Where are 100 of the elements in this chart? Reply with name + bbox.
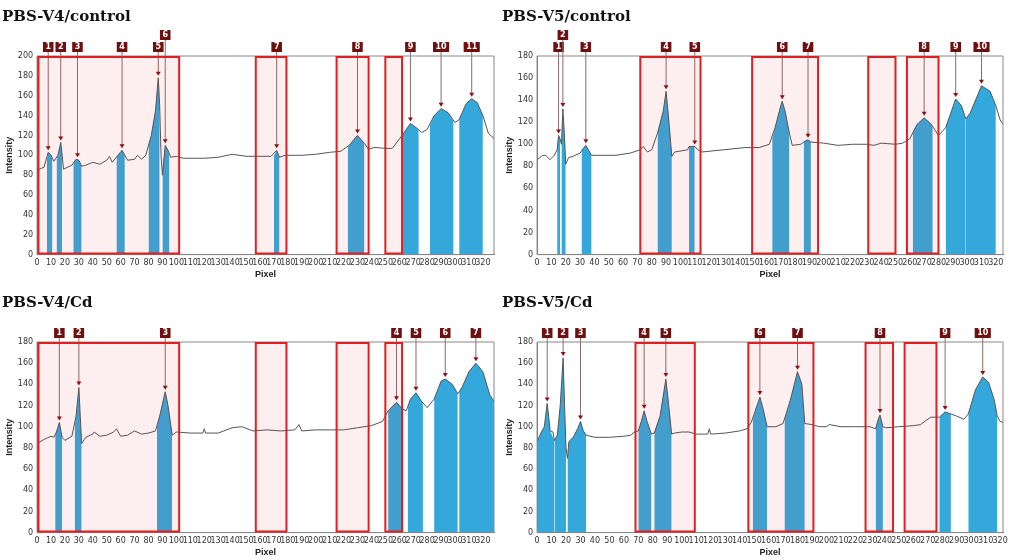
- x-tick-label: 50: [101, 536, 112, 546]
- chart-title: PBS-V5/control: [502, 6, 631, 25]
- x-tick-label: 210: [321, 258, 338, 268]
- x-tick-label: 170: [775, 536, 791, 546]
- x-tick-label: 30: [574, 258, 586, 268]
- y-tick-label: 140: [517, 95, 534, 105]
- y-tick-label: 0: [527, 249, 534, 259]
- y-tick-label: 160: [517, 358, 534, 368]
- x-tick-label: 290: [949, 536, 965, 546]
- x-tick-label: 300: [963, 536, 979, 546]
- x-tick-label: 110: [182, 258, 198, 268]
- y-tick-label: 200: [17, 51, 34, 61]
- annotation: 7: [273, 42, 280, 52]
- x-tick-label: 140: [224, 536, 240, 546]
- annotation: 5: [413, 328, 420, 338]
- y-tick-label: 100: [517, 139, 534, 149]
- x-tick-label: 130: [715, 258, 732, 268]
- x-tick-label: 290: [433, 258, 449, 268]
- x-tick-label: 20: [59, 536, 71, 546]
- y-tick-label: 0: [27, 249, 34, 259]
- x-tick-label: 70: [129, 536, 140, 546]
- x-tick-label: 60: [618, 536, 629, 546]
- y-tick-label: 0: [27, 527, 34, 537]
- x-tick-label: 140: [224, 258, 240, 268]
- chart-title: PBS-V4/control: [2, 6, 131, 25]
- x-tick-label: 160: [252, 536, 268, 546]
- x-tick-label: 270: [405, 258, 421, 268]
- annotation: 4: [663, 42, 670, 52]
- y-tick-label: 40: [22, 485, 34, 495]
- x-tick-label: 120: [196, 258, 212, 268]
- x-tick-label: 120: [701, 258, 717, 268]
- annotation: 8: [877, 328, 884, 338]
- x-tick-label: 120: [196, 536, 212, 546]
- x-tick-label: 10: [546, 536, 557, 546]
- y-tick-label: 100: [17, 150, 34, 160]
- annotation: 6: [162, 30, 169, 40]
- x-tick-label: 240: [363, 258, 380, 268]
- y-tick-label: 20: [22, 506, 34, 516]
- x-tick-label: 210: [830, 258, 846, 268]
- x-tick-label: 40: [87, 536, 98, 546]
- x-tick-label: 150: [746, 536, 762, 546]
- annotation: 11: [466, 42, 478, 52]
- x-tick-label: 10: [546, 258, 557, 268]
- chart-title: PBS-V4/Cd: [2, 292, 93, 311]
- annotation: 8: [921, 42, 928, 52]
- x-tick-label: 180: [787, 258, 803, 268]
- x-tick-label: 310: [978, 536, 994, 546]
- x-tick-label: 60: [115, 536, 126, 546]
- annotation: 1: [56, 328, 63, 338]
- x-tick-label: 150: [744, 258, 760, 268]
- y-tick-label: 120: [17, 400, 34, 410]
- y-tick-label: 160: [17, 358, 34, 368]
- x-tick-label: 50: [604, 536, 615, 546]
- x-tick-label: 130: [717, 536, 733, 546]
- x-tick-label: 120: [703, 536, 719, 546]
- annotation: 5: [155, 42, 162, 52]
- x-tick-label: 250: [377, 258, 393, 268]
- x-tick-label: 80: [646, 258, 657, 268]
- x-tick-label: 190: [804, 536, 820, 546]
- y-tick-label: 80: [22, 170, 34, 180]
- annotation: 2: [560, 328, 566, 338]
- annotation: 3: [162, 328, 169, 338]
- x-tick-label: 70: [633, 536, 644, 546]
- x-tick-label: 230: [349, 258, 366, 268]
- x-tick-label: 190: [801, 258, 818, 268]
- annotation: 10: [977, 328, 989, 338]
- x-tick-label: 150: [238, 258, 254, 268]
- x-tick-label: 90: [662, 536, 673, 546]
- y-tick-label: 60: [522, 183, 534, 193]
- x-tick-label: 100: [168, 258, 185, 268]
- y-tick-label: 80: [522, 161, 534, 171]
- annotation: 7: [473, 328, 479, 338]
- x-tick-label: 280: [419, 258, 435, 268]
- x-tick-label: 180: [280, 258, 296, 268]
- x-tick-label: 270: [916, 258, 932, 268]
- x-tick-label: 130: [210, 536, 226, 546]
- x-tick-label: 70: [632, 258, 643, 268]
- annotation: 5: [691, 42, 698, 52]
- y-tick-label: 120: [17, 130, 34, 140]
- annotation: 9: [942, 328, 949, 338]
- annotation: 8: [354, 42, 361, 52]
- x-tick-label: 30: [73, 536, 84, 546]
- y-tick-label: 120: [517, 400, 534, 410]
- x-tick-label: 10: [45, 536, 57, 546]
- x-tick-label: 130: [210, 258, 226, 268]
- x-tick-label: 160: [252, 258, 268, 268]
- annotation: 1: [544, 328, 551, 338]
- x-tick-label: 260: [902, 258, 918, 268]
- x-tick-label: 50: [101, 258, 112, 268]
- y-tick-label: 20: [522, 227, 534, 237]
- x-tick-label: 100: [674, 536, 690, 546]
- x-tick-label: 210: [833, 536, 849, 546]
- annotation: 4: [393, 328, 400, 338]
- y-axis-title: Intensity: [3, 418, 14, 456]
- y-tick-label: 60: [22, 190, 34, 200]
- x-tick-label: 190: [294, 258, 310, 268]
- x-tick-label: 40: [589, 536, 601, 546]
- x-tick-label: 40: [589, 258, 600, 268]
- x-tick-label: 240: [363, 536, 380, 546]
- annotation: 4: [119, 42, 126, 52]
